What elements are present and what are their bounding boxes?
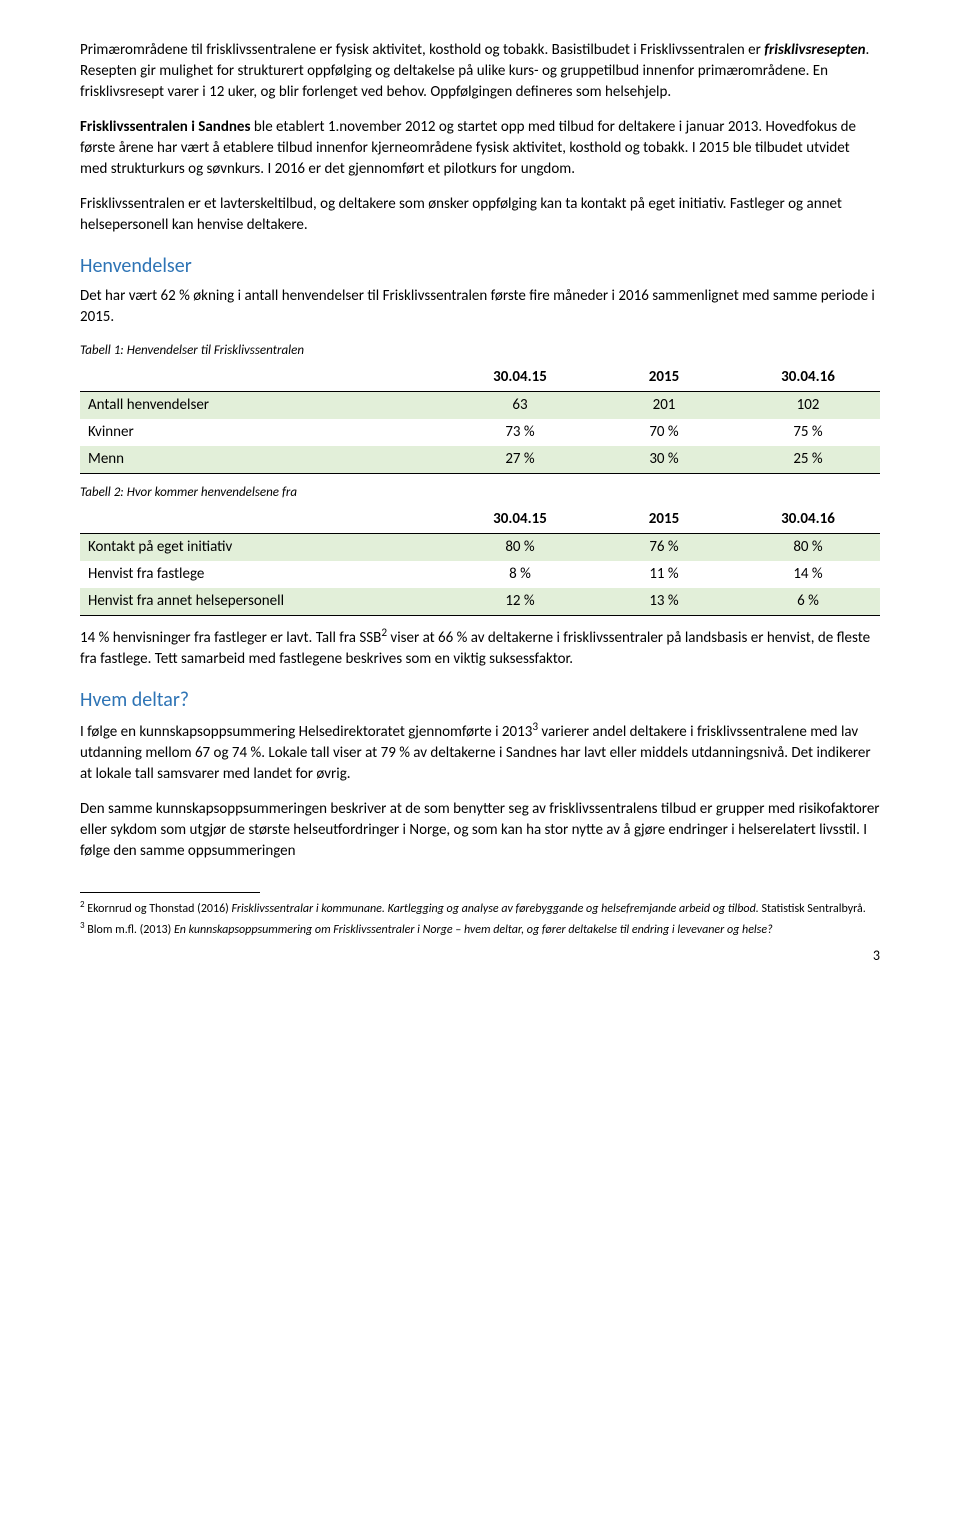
cell: 76 % (592, 534, 736, 562)
heading-henvendelser: Henvendelser (80, 252, 880, 280)
cell: 27 % (448, 446, 592, 474)
text: I følge en kunnskapsoppsummering Helsedi… (80, 723, 532, 741)
col-header: 2015 (592, 364, 736, 392)
cell: 80 % (448, 534, 592, 562)
table-header-row: 30.04.15 2015 30.04.16 (80, 506, 880, 534)
table-hvor-fra: 30.04.15 2015 30.04.16 Kontakt på eget i… (80, 506, 880, 616)
cell-label: Menn (80, 446, 448, 474)
table-row: Kontakt på eget initiativ 80 % 76 % 80 % (80, 534, 880, 562)
bold-term: Frisklivssentralen i Sandnes (80, 118, 250, 136)
cell: 8 % (448, 561, 592, 588)
text: Blom m.fl. (2013) (85, 923, 174, 937)
bold-italic-term: frisklivsresepten (764, 41, 865, 59)
col-header: 30.04.16 (736, 506, 880, 534)
cell: 13 % (592, 588, 736, 616)
cell: 102 (736, 392, 880, 420)
table2-caption: Tabell 2: Hvor kommer henvendelsene fra (80, 484, 880, 502)
paragraph-intro: Primærområdene til frisklivssentralene e… (80, 40, 880, 103)
cell: 80 % (736, 534, 880, 562)
paragraph-utdanning: I følge en kunnskapsoppsummering Helsedi… (80, 720, 880, 785)
heading-hvem-deltar: Hvem deltar? (80, 686, 880, 714)
table-row: Kvinner 73 % 70 % 75 % (80, 419, 880, 446)
table-row: Henvist fra fastlege 8 % 11 % 14 % (80, 561, 880, 588)
table-row: Antall henvendelser 63 201 102 (80, 392, 880, 420)
col-header: 30.04.16 (736, 364, 880, 392)
page-number: 3 (80, 946, 880, 966)
paragraph-oppsummering: Den samme kunnskapsoppsummeringen beskri… (80, 799, 880, 862)
cell: 11 % (592, 561, 736, 588)
cell-label: Antall henvendelser (80, 392, 448, 420)
page-container: Primærområdene til frisklivssentralene e… (40, 0, 920, 985)
table-row: Henvist fra annet helsepersonell 12 % 13… (80, 588, 880, 616)
italic-title: Frisklivssentralar i kommunane. Kartlegg… (232, 902, 759, 916)
footnote-3: 3 Blom m.fl. (2013) En kunnskapsoppsumme… (80, 920, 880, 938)
footnote-2: 2 Ekornrud og Thonstad (2016) Frisklivss… (80, 899, 880, 917)
text: 14 % henvisninger fra fastleger er lavt.… (80, 629, 381, 647)
col-header: 30.04.15 (448, 506, 592, 534)
paragraph-okning: Det har vært 62 % økning i antall henven… (80, 286, 880, 328)
table-henvendelser: 30.04.15 2015 30.04.16 Antall henvendels… (80, 364, 880, 474)
table-header-row: 30.04.15 2015 30.04.16 (80, 364, 880, 392)
cell-label: Henvist fra annet helsepersonell (80, 588, 448, 616)
footnotes: 2 Ekornrud og Thonstad (2016) Frisklivss… (80, 899, 880, 937)
cell: 70 % (592, 419, 736, 446)
paragraph-henvisninger: 14 % henvisninger fra fastleger er lavt.… (80, 626, 880, 670)
col-header: 2015 (592, 506, 736, 534)
cell: 25 % (736, 446, 880, 474)
table-row: Menn 27 % 30 % 25 % (80, 446, 880, 474)
cell: 12 % (448, 588, 592, 616)
cell-label: Henvist fra fastlege (80, 561, 448, 588)
text: Ekornrud og Thonstad (2016) (85, 902, 232, 916)
col-header (80, 506, 448, 534)
table1-caption: Tabell 1: Henvendelser til Frisklivssent… (80, 342, 880, 360)
text: Statistisk Sentralbyrå. (759, 902, 866, 916)
paragraph-lavterskel: Frisklivssentralen er et lavterskeltilbu… (80, 194, 880, 236)
cell: 75 % (736, 419, 880, 446)
cell-label: Kontakt på eget initiativ (80, 534, 448, 562)
paragraph-sandnes: Frisklivssentralen i Sandnes ble etabler… (80, 117, 880, 180)
italic-title: En kunnskapsoppsummering om Frisklivssen… (174, 923, 773, 937)
cell: 63 (448, 392, 592, 420)
cell: 73 % (448, 419, 592, 446)
footnote-separator (80, 892, 260, 893)
cell: 14 % (736, 561, 880, 588)
cell: 30 % (592, 446, 736, 474)
cell-label: Kvinner (80, 419, 448, 446)
cell: 201 (592, 392, 736, 420)
col-header: 30.04.15 (448, 364, 592, 392)
cell: 6 % (736, 588, 880, 616)
col-header (80, 364, 448, 392)
text: Primærområdene til frisklivssentralene e… (80, 41, 764, 59)
